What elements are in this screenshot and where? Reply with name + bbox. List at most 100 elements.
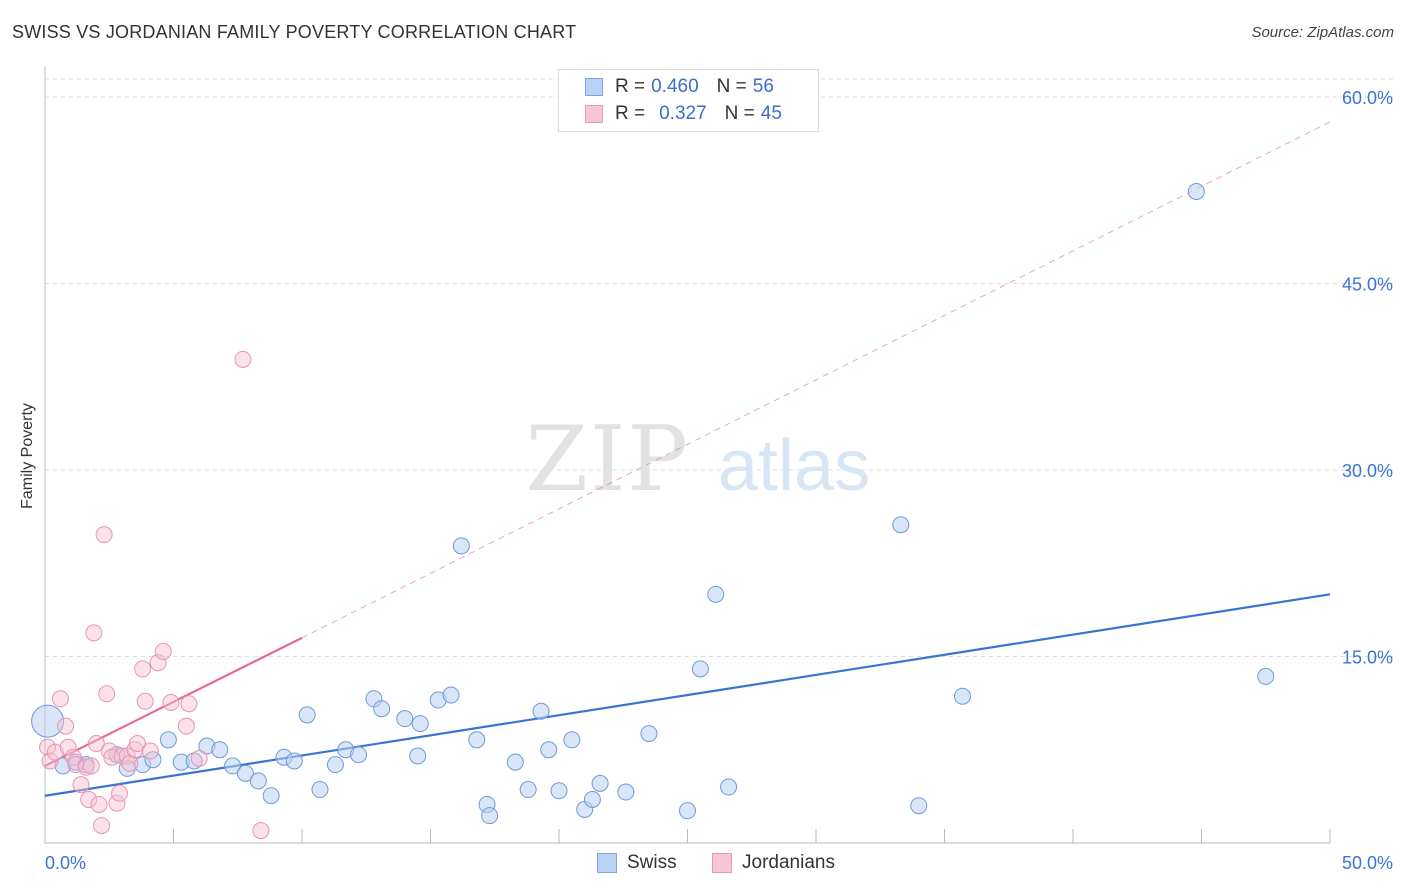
swiss-point <box>550 782 568 800</box>
jordanian-point <box>154 643 172 661</box>
jordanian-point <box>57 717 75 735</box>
swiss-point <box>396 710 414 728</box>
swiss-point <box>532 702 550 720</box>
jordanian-legend-label: Jordanians <box>742 852 835 873</box>
jordanian-point <box>111 784 129 802</box>
swiss-r-label: R = <box>615 76 646 97</box>
jordanian-point <box>234 350 252 368</box>
jordanian-trend-line <box>44 636 303 767</box>
jordanian-point <box>59 738 77 756</box>
jordanian-point <box>95 526 113 544</box>
swiss-point <box>679 802 696 820</box>
swiss-point <box>326 756 344 774</box>
jordanian-r-label: R = <box>615 103 646 124</box>
swiss-point <box>583 790 601 808</box>
jordanian-point <box>134 660 152 678</box>
y-tick-label: 15.0% <box>1342 648 1393 668</box>
swiss-trend-line <box>44 593 1331 797</box>
jordanian-n-label: N = <box>724 103 755 124</box>
swiss-legend-swatch <box>597 853 617 873</box>
jordanian-legend-swatch <box>712 853 732 873</box>
swiss-point <box>720 778 738 796</box>
watermark-zip: ZIP <box>525 407 690 512</box>
swiss-point <box>262 787 280 805</box>
jordanian-point <box>93 817 111 835</box>
swiss-point <box>224 757 242 775</box>
swiss-point <box>707 585 725 603</box>
jordanian-point <box>141 742 159 760</box>
legend-item-swiss[interactable]: Swiss <box>597 852 677 874</box>
swiss-point <box>1187 182 1205 200</box>
jordanian-point <box>51 690 69 708</box>
swiss-point <box>519 781 537 799</box>
swiss-point <box>452 537 470 555</box>
jordanian-point <box>41 752 59 770</box>
jordanian-point <box>129 735 147 753</box>
swiss-point <box>640 725 658 743</box>
swiss-n-value: 56 <box>752 76 774 97</box>
correlation-legend: R = 0.460 N = 56 R = 0.327 N = 45 <box>558 69 819 132</box>
jordanian-point <box>177 717 195 735</box>
jordanian-trend-extension <box>301 121 1331 639</box>
jordanian-point <box>252 822 270 840</box>
swiss-point <box>31 704 65 738</box>
jordanian-point <box>98 685 116 703</box>
swiss-point <box>409 747 427 765</box>
swiss-point <box>311 781 329 799</box>
watermark-atlas: atlas <box>718 426 870 506</box>
swiss-point <box>540 741 558 759</box>
swiss-point <box>411 715 429 733</box>
swiss-point <box>236 764 254 782</box>
legend-row-swiss: R = 0.460 N = 56 <box>585 74 774 100</box>
jordanian-point <box>108 794 126 812</box>
x-tick-label-max: 50.0% <box>1342 853 1393 873</box>
jordanian-point <box>46 743 64 761</box>
swiss-point <box>481 807 499 825</box>
swiss-point <box>442 686 460 704</box>
y-tick-label: 45.0% <box>1342 275 1393 295</box>
swiss-point <box>159 731 177 749</box>
x-tick-label-min: 0.0% <box>45 853 86 873</box>
swiss-point <box>617 783 635 801</box>
jordanian-point <box>85 624 103 642</box>
swiss-swatch <box>585 78 603 96</box>
swiss-point <box>249 772 267 790</box>
jordanian-point <box>90 795 108 813</box>
swiss-point <box>468 731 486 749</box>
swiss-point <box>350 746 368 764</box>
series-legend: Swiss Jordanians <box>0 852 1406 876</box>
jordanian-r-value: 0.327 <box>659 103 707 124</box>
swiss-point <box>1257 667 1275 685</box>
source-credit: Source: ZipAtlas.com <box>1251 24 1394 41</box>
jordanian-point <box>190 749 208 767</box>
swiss-point <box>373 700 391 718</box>
jordanian-point <box>72 776 90 794</box>
swiss-point <box>591 774 609 792</box>
jordanian-point <box>82 757 100 775</box>
swiss-n-label: N = <box>716 76 747 97</box>
swiss-legend-label: Swiss <box>627 852 677 873</box>
jordanian-n-value: 45 <box>760 103 782 124</box>
y-tick-label: 60.0% <box>1342 88 1393 108</box>
legend-row-jordanian: R = 0.327 N = 45 <box>585 101 782 127</box>
chart-title: SWISS VS JORDANIAN FAMILY POVERTY CORREL… <box>12 22 577 42</box>
swiss-point <box>892 516 910 534</box>
swiss-point <box>563 731 581 749</box>
jordanian-point <box>136 692 154 710</box>
legend-item-jordanians[interactable]: Jordanians <box>712 852 835 874</box>
swiss-point <box>285 752 303 770</box>
swiss-point <box>211 741 229 759</box>
jordanian-swatch <box>585 105 603 123</box>
jordanian-point <box>149 654 167 672</box>
jordanian-point <box>80 790 98 808</box>
jordanian-point <box>87 735 105 753</box>
jordanian-point <box>162 694 180 712</box>
swiss-point <box>953 687 971 705</box>
jordanian-point <box>180 695 198 713</box>
swiss-point <box>506 753 524 771</box>
swiss-point <box>298 706 316 724</box>
y-tick-label: 30.0% <box>1342 461 1393 481</box>
swiss-point <box>691 660 709 678</box>
swiss-point <box>910 797 928 815</box>
